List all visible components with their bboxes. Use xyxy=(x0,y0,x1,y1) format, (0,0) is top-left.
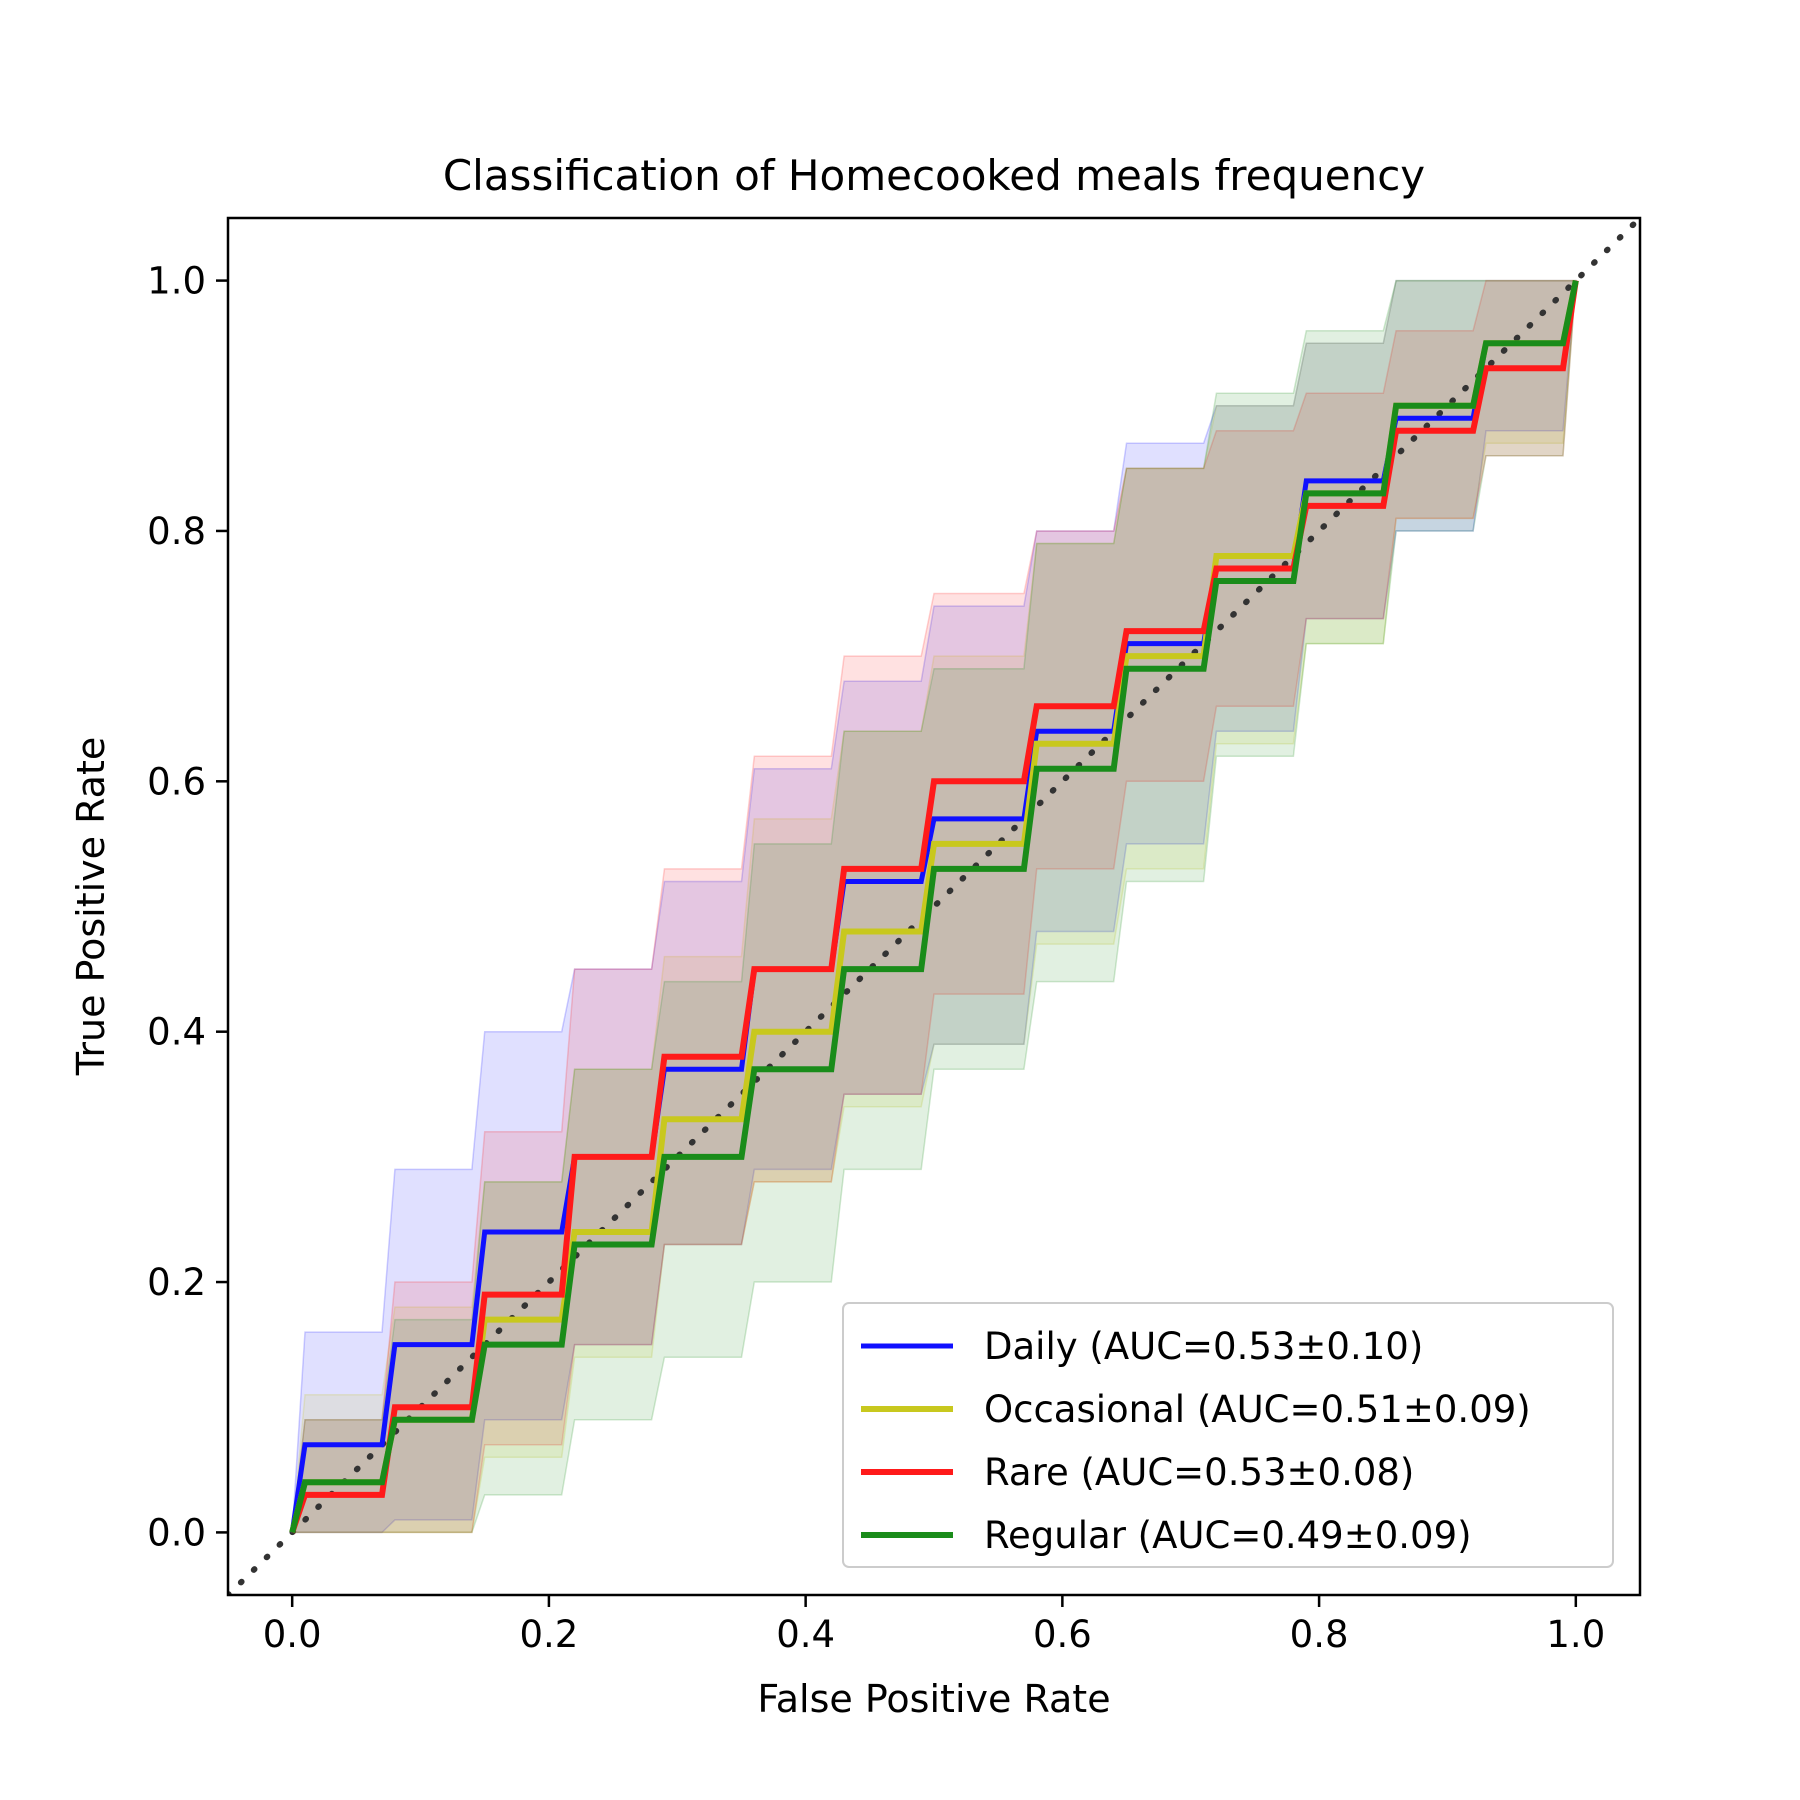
y-axis-ticks: 0.0 0.2 0.4 0.6 0.8 1.0 xyxy=(147,260,228,1554)
x-tick-label: 0.4 xyxy=(776,1613,835,1656)
plot-frame xyxy=(226,216,1642,1597)
legend-label-occasional: Occasional (AUC=0.51±0.09) xyxy=(984,1388,1531,1431)
y-tick-label: 0.4 xyxy=(147,1011,206,1054)
x-tick-label: 0.2 xyxy=(519,1613,578,1656)
x-tick-label: 0.8 xyxy=(1290,1613,1349,1656)
roc-curves xyxy=(289,279,1579,1534)
x-axis-ticks: 0.0 0.2 0.4 0.6 0.8 1.0 xyxy=(263,1595,1605,1656)
x-tick-label: 0.6 xyxy=(1033,1613,1092,1656)
y-tick-label: 1.0 xyxy=(147,260,206,303)
line-regular xyxy=(289,279,1579,1534)
x-tick-label: 1.0 xyxy=(1546,1613,1605,1656)
x-axis-label: False Positive Rate xyxy=(757,1677,1110,1721)
y-axis-label: True Positive Rate xyxy=(69,737,113,1077)
y-tick-label: 0.0 xyxy=(147,1511,206,1554)
y-tick-label: 0.2 xyxy=(147,1261,206,1304)
chart-title: Classification of Homecooked meals frequ… xyxy=(443,151,1425,200)
legend-box xyxy=(842,1302,1614,1568)
legend-label-daily: Daily (AUC=0.53±0.10) xyxy=(984,1325,1423,1368)
legend-label-regular: Regular (AUC=0.49±0.09) xyxy=(984,1514,1472,1557)
y-tick-label: 0.8 xyxy=(147,510,206,553)
legend: Daily (AUC=0.53±0.10) Occasional (AUC=0.5… xyxy=(842,1302,1614,1568)
legend-label-rare: Rare (AUC=0.53±0.08) xyxy=(984,1451,1414,1494)
y-tick-label: 0.6 xyxy=(147,760,206,803)
x-tick-label: 0.0 xyxy=(263,1613,322,1656)
